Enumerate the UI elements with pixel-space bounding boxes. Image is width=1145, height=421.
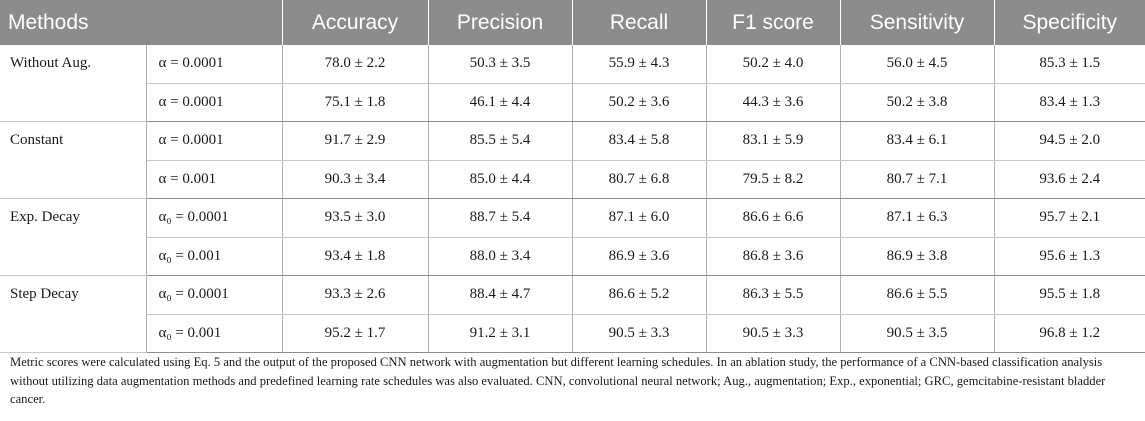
precision-cell: 46.1 ± 4.4 [428,83,573,122]
header-precision: Precision [428,0,573,45]
accuracy-cell: 90.3 ± 3.4 [282,160,429,199]
f1-cell: 86.6 ± 6.6 [706,198,841,238]
sensitivity-cell: 50.2 ± 3.8 [840,83,995,122]
header-f1-score: F1 score [706,0,841,45]
specificity-cell: 94.5 ± 2.0 [994,121,1145,161]
table-row: α₀ = 0.001 93.4 ± 1.8 88.0 ± 3.4 86.9 ± … [0,237,1145,276]
specificity-cell: 93.6 ± 2.4 [994,160,1145,199]
param-cell: α₀ = 0.0001 [146,198,283,238]
precision-cell: 85.5 ± 5.4 [428,121,573,161]
table-row: Constant α = 0.0001 91.7 ± 2.9 85.5 ± 5.… [0,121,1145,199]
method-cell: Constant [0,121,147,199]
sensitivity-cell: 90.5 ± 3.5 [840,314,995,353]
recall-cell: 80.7 ± 6.8 [572,160,707,199]
specificity-cell: 95.7 ± 2.1 [994,198,1145,238]
accuracy-cell: 91.7 ± 2.9 [282,121,429,161]
param-cell: α = 0.0001 [146,83,283,122]
f1-cell: 83.1 ± 5.9 [706,121,841,161]
sensitivity-cell: 86.6 ± 5.5 [840,275,995,315]
table-row: α = 0.001 90.3 ± 3.4 85.0 ± 4.4 80.7 ± 6… [0,160,1145,199]
param-cell: α₀ = 0.001 [146,314,283,353]
specificity-cell: 95.5 ± 1.8 [994,275,1145,315]
recall-cell: 86.6 ± 5.2 [572,275,707,315]
precision-cell: 91.2 ± 3.1 [428,314,573,353]
f1-cell: 44.3 ± 3.6 [706,83,841,122]
param-cell: α = 0.0001 [146,121,283,161]
precision-cell: 88.7 ± 5.4 [428,198,573,238]
f1-cell: 86.3 ± 5.5 [706,275,841,315]
method-cell: Exp. Decay [0,198,147,276]
header-accuracy: Accuracy [282,0,429,45]
precision-cell: 50.3 ± 3.5 [428,45,573,84]
sensitivity-cell: 83.4 ± 6.1 [840,121,995,161]
table-row: Without Aug. α = 0.0001 78.0 ± 2.2 50.3 … [0,45,1145,122]
header-specificity: Specificity [994,0,1145,45]
recall-cell: 55.9 ± 4.3 [572,45,707,84]
f1-cell: 50.2 ± 4.0 [706,45,841,84]
header-methods: Methods [0,0,283,45]
specificity-cell: 95.6 ± 1.3 [994,237,1145,276]
table-row: Step Decay α₀ = 0.0001 93.3 ± 2.6 88.4 ±… [0,275,1145,353]
recall-cell: 83.4 ± 5.8 [572,121,707,161]
f1-cell: 79.5 ± 8.2 [706,160,841,199]
table-row: α₀ = 0.001 95.2 ± 1.7 91.2 ± 3.1 90.5 ± … [0,314,1145,353]
results-table: Methods Accuracy Precision Recall F1 sco… [0,0,1145,353]
accuracy-cell: 93.3 ± 2.6 [282,275,429,315]
header-sensitivity: Sensitivity [840,0,995,45]
precision-cell: 88.4 ± 4.7 [428,275,573,315]
accuracy-cell: 95.2 ± 1.7 [282,314,429,353]
f1-cell: 90.5 ± 3.3 [706,314,841,353]
precision-cell: 88.0 ± 3.4 [428,237,573,276]
param-cell: α₀ = 0.001 [146,237,283,276]
header-recall: Recall [572,0,707,45]
specificity-cell: 85.3 ± 1.5 [994,45,1145,84]
accuracy-cell: 93.4 ± 1.8 [282,237,429,276]
param-cell: α = 0.0001 [146,45,283,84]
specificity-cell: 83.4 ± 1.3 [994,83,1145,122]
recall-cell: 87.1 ± 6.0 [572,198,707,238]
sensitivity-cell: 86.9 ± 3.8 [840,237,995,276]
f1-cell: 86.8 ± 3.6 [706,237,841,276]
sensitivity-cell: 87.1 ± 6.3 [840,198,995,238]
param-cell: α₀ = 0.0001 [146,275,283,315]
table-footnote: Metric scores were calculated using Eq. … [10,355,1106,406]
accuracy-cell: 75.1 ± 1.8 [282,83,429,122]
recall-cell: 50.2 ± 3.6 [572,83,707,122]
accuracy-cell: 93.5 ± 3.0 [282,198,429,238]
recall-cell: 86.9 ± 3.6 [572,237,707,276]
specificity-cell: 96.8 ± 1.2 [994,314,1145,353]
method-cell: Step Decay [0,275,147,353]
recall-cell: 90.5 ± 3.3 [572,314,707,353]
param-cell: α = 0.001 [146,160,283,199]
accuracy-cell: 78.0 ± 2.2 [282,45,429,84]
method-cell: Without Aug. [0,45,147,122]
table-row: α = 0.0001 75.1 ± 1.8 46.1 ± 4.4 50.2 ± … [0,83,1145,122]
precision-cell: 85.0 ± 4.4 [428,160,573,199]
sensitivity-cell: 56.0 ± 4.5 [840,45,995,84]
table-row: Exp. Decay α₀ = 0.0001 93.5 ± 3.0 88.7 ±… [0,198,1145,276]
header-row: Methods Accuracy Precision Recall F1 sco… [0,0,1145,45]
sensitivity-cell: 80.7 ± 7.1 [840,160,995,199]
